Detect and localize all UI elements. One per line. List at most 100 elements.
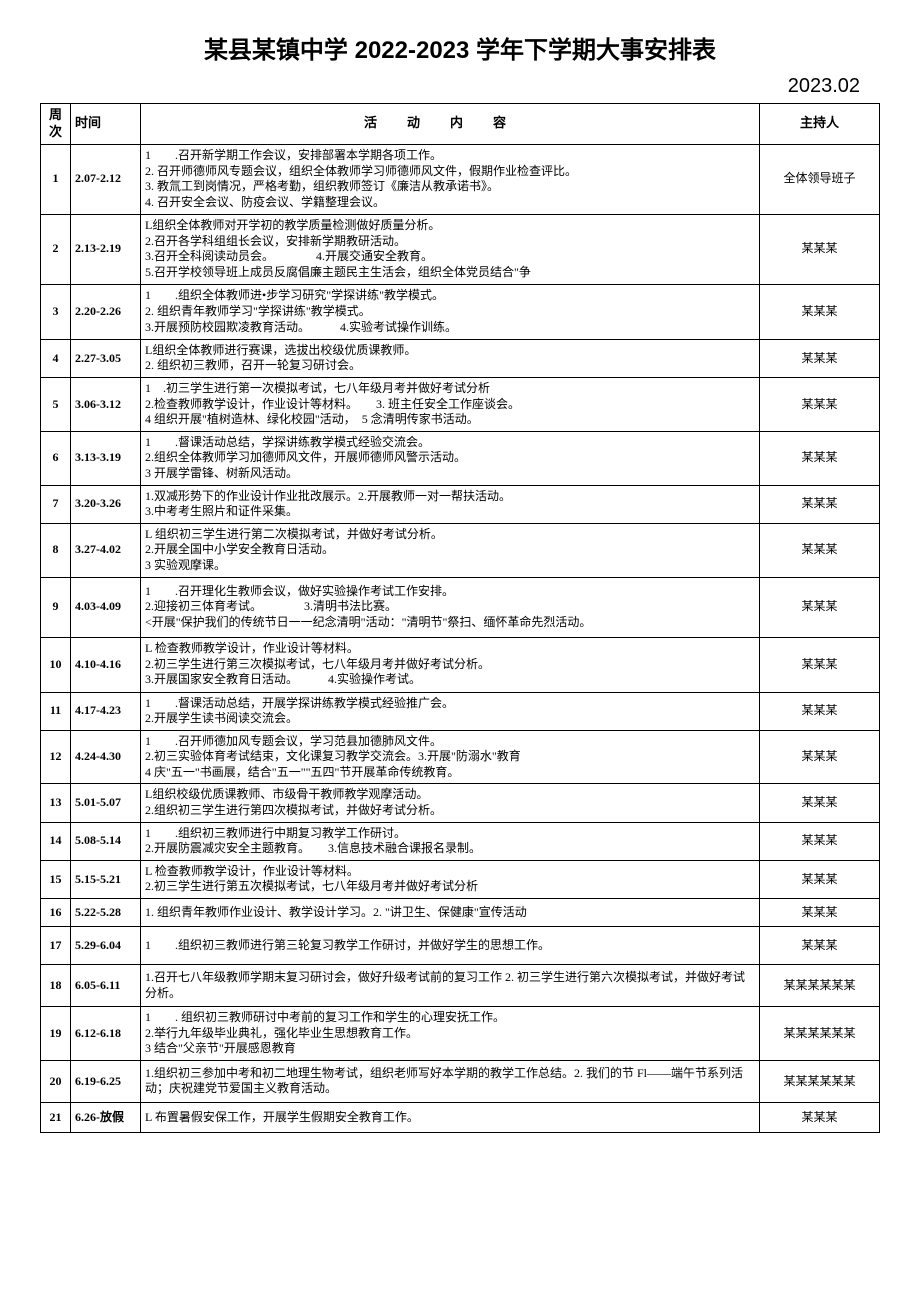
cell-time: 4.24-4.30 <box>71 730 141 784</box>
table-row: 114.17-4.231 .督课活动总结，开展学探讲练教学模式经验推广会。2.开… <box>41 692 880 730</box>
cell-week: 17 <box>41 927 71 965</box>
cell-time: 3.06-3.12 <box>71 377 141 431</box>
cell-content: 1 . 组织初三教师研讨中考前的复习工作和学生的心理安抚工作。2.举行九年级毕业… <box>141 1007 760 1061</box>
cell-host: 某某某 <box>760 485 880 523</box>
cell-host: 某某某某某某 <box>760 965 880 1007</box>
cell-time: 4.10-4.16 <box>71 637 141 692</box>
cell-host: 某某某 <box>760 784 880 822</box>
cell-content: 1 .组织初三教师进行第三轮复习教学工作研讨，并做好学生的思想工作。 <box>141 927 760 965</box>
table-row: 135.01-5.07L组织校级优质课教师、市级骨干教师教学观摩活动。2.组织初… <box>41 784 880 822</box>
cell-week: 19 <box>41 1007 71 1061</box>
header-week: 周次 <box>41 104 71 145</box>
cell-week: 6 <box>41 431 71 485</box>
cell-content: L组织全体教师进行赛课，选拔出校级优质课教师。2. 组织初三教师，召开一轮复习研… <box>141 339 760 377</box>
cell-host: 某某某 <box>760 692 880 730</box>
schedule-table: 周次 时间 活动内容 主持人 12.07-2.121 .召开新学期工作会议，安排… <box>40 103 880 1133</box>
cell-content: 1 .初三学生进行第一次模拟考试，七八年级月考并做好考试分析2.检查教师教学设计… <box>141 377 760 431</box>
cell-time: 4.03-4.09 <box>71 577 141 637</box>
cell-host: 某某某 <box>760 1102 880 1132</box>
document-title: 某县某镇中学 2022-2023 学年下学期大事安排表 <box>40 30 880 65</box>
cell-host: 某某某 <box>760 431 880 485</box>
cell-time: 5.08-5.14 <box>71 822 141 860</box>
cell-content: 1 .召开师德加风专题会议，学习范县加德肺风文件。2.初三实验体育考试结束，文化… <box>141 730 760 784</box>
table-header-row: 周次 时间 活动内容 主持人 <box>41 104 880 145</box>
cell-week: 5 <box>41 377 71 431</box>
cell-host: 某某某 <box>760 730 880 784</box>
table-row: 104.10-4.16L 检查教师教学设计，作业设计等材料。2.初三学生进行第三… <box>41 637 880 692</box>
cell-content: 1.双减形势下的作业设计作业批改展示。2.开展教师一对一帮扶活动。3.中考考生照… <box>141 485 760 523</box>
cell-time: 2.27-3.05 <box>71 339 141 377</box>
cell-time: 3.27-4.02 <box>71 523 141 577</box>
table-row: 53.06-3.121 .初三学生进行第一次模拟考试，七八年级月考并做好考试分析… <box>41 377 880 431</box>
cell-week: 12 <box>41 730 71 784</box>
cell-host: 某某某 <box>760 927 880 965</box>
cell-time: 5.01-5.07 <box>71 784 141 822</box>
cell-week: 16 <box>41 899 71 927</box>
cell-time: 6.26-放假 <box>71 1102 141 1132</box>
cell-week: 8 <box>41 523 71 577</box>
header-activity: 活动内容 <box>141 104 760 145</box>
cell-week: 21 <box>41 1102 71 1132</box>
cell-content: L组织全体教师对开学初的教学质量检测做好质量分析。2.召开各学科组组长会议，安排… <box>141 214 760 284</box>
cell-host: 某某某 <box>760 822 880 860</box>
cell-content: 1 .督课活动总结，学探讲练教学模式经验交流会。2.组织全体教师学习加德师风文件… <box>141 431 760 485</box>
table-row: 42.27-3.05L组织全体教师进行赛课，选拔出校级优质课教师。2. 组织初三… <box>41 339 880 377</box>
header-time: 时间 <box>71 104 141 145</box>
cell-time: 2.20-2.26 <box>71 284 141 339</box>
cell-week: 9 <box>41 577 71 637</box>
cell-host: 某某某某某某 <box>760 1007 880 1061</box>
header-host: 主持人 <box>760 104 880 145</box>
cell-host: 某某某 <box>760 339 880 377</box>
table-row: 63.13-3.191 .督课活动总结，学探讲练教学模式经验交流会。2.组织全体… <box>41 431 880 485</box>
cell-content: 1. 组织青年教师作业设计、教学设计学习。2. "讲卫生、保健康"宣传活动 <box>141 899 760 927</box>
cell-content: 1.召开七八年级教师学期末复习研讨会，做好升级考试前的复习工作 2. 初三学生进… <box>141 965 760 1007</box>
cell-content: 1 .组织全体教师进•步学习研究"学探讲练"教学模式。2. 组织青年教师学习"学… <box>141 284 760 339</box>
cell-time: 5.29-6.04 <box>71 927 141 965</box>
table-row: 155.15-5.21L 检查教师教学设计，作业设计等材料。2.初三学生进行第五… <box>41 860 880 898</box>
cell-time: 6.12-6.18 <box>71 1007 141 1061</box>
cell-week: 18 <box>41 965 71 1007</box>
cell-content: 1 .组织初三教师进行中期复习教学工作研讨。2.开展防震减灾安全主题教育。 3.… <box>141 822 760 860</box>
cell-host: 某某某 <box>760 899 880 927</box>
table-row: 206.19-6.251.组织初三参加中考和初二地理生物考试，组织老师写好本学期… <box>41 1060 880 1102</box>
cell-host: 某某某 <box>760 637 880 692</box>
cell-time: 3.20-3.26 <box>71 485 141 523</box>
cell-host: 某某某 <box>760 284 880 339</box>
cell-host: 某某某 <box>760 377 880 431</box>
table-row: 124.24-4.301 .召开师德加风专题会议，学习范县加德肺风文件。2.初三… <box>41 730 880 784</box>
table-row: 165.22-5.281. 组织青年教师作业设计、教学设计学习。2. "讲卫生、… <box>41 899 880 927</box>
cell-time: 3.13-3.19 <box>71 431 141 485</box>
table-row: 12.07-2.121 .召开新学期工作会议，安排部署本学期各项工作。2. 召开… <box>41 144 880 214</box>
cell-content: L组织校级优质课教师、市级骨干教师教学观摩活动。2.组织初三学生进行第四次模拟考… <box>141 784 760 822</box>
cell-week: 7 <box>41 485 71 523</box>
cell-content: L 检查教师教学设计，作业设计等材料。2.初三学生进行第五次模拟考试，七八年级月… <box>141 860 760 898</box>
cell-content: L 组织初三学生进行第二次模拟考试，并做好考试分析。2.开展全国中小学安全教育日… <box>141 523 760 577</box>
cell-host: 某某某某某某 <box>760 1060 880 1102</box>
cell-content: L 检查教师教学设计，作业设计等材料。2.初三学生进行第三次模拟考试，七八年级月… <box>141 637 760 692</box>
cell-time: 6.05-6.11 <box>71 965 141 1007</box>
table-row: 216.26-放假L 布置暑假安保工作，开展学生假期安全教育工作。某某某 <box>41 1102 880 1132</box>
cell-week: 20 <box>41 1060 71 1102</box>
document-date: 2023.02 <box>40 75 880 98</box>
cell-week: 15 <box>41 860 71 898</box>
cell-content: 1.组织初三参加中考和初二地理生物考试，组织老师写好本学期的教学工作总结。2. … <box>141 1060 760 1102</box>
table-row: 32.20-2.261 .组织全体教师进•步学习研究"学探讲练"教学模式。2. … <box>41 284 880 339</box>
table-row: 83.27-4.02L 组织初三学生进行第二次模拟考试，并做好考试分析。2.开展… <box>41 523 880 577</box>
cell-time: 5.15-5.21 <box>71 860 141 898</box>
cell-time: 5.22-5.28 <box>71 899 141 927</box>
cell-host: 某某某 <box>760 577 880 637</box>
table-row: 145.08-5.141 .组织初三教师进行中期复习教学工作研讨。2.开展防震减… <box>41 822 880 860</box>
table-row: 196.12-6.181 . 组织初三教师研讨中考前的复习工作和学生的心理安抚工… <box>41 1007 880 1061</box>
table-row: 94.03-4.091 .召开理化生教师会议，做好实验操作考试工作安排。2.迎接… <box>41 577 880 637</box>
cell-week: 14 <box>41 822 71 860</box>
cell-week: 2 <box>41 214 71 284</box>
cell-host: 某某某 <box>760 523 880 577</box>
table-row: 186.05-6.111.召开七八年级教师学期末复习研讨会，做好升级考试前的复习… <box>41 965 880 1007</box>
cell-week: 10 <box>41 637 71 692</box>
table-row: 73.20-3.261.双减形势下的作业设计作业批改展示。2.开展教师一对一帮扶… <box>41 485 880 523</box>
table-row: 175.29-6.041 .组织初三教师进行第三轮复习教学工作研讨，并做好学生的… <box>41 927 880 965</box>
cell-content: L 布置暑假安保工作，开展学生假期安全教育工作。 <box>141 1102 760 1132</box>
cell-time: 2.13-2.19 <box>71 214 141 284</box>
cell-content: 1 .召开新学期工作会议，安排部署本学期各项工作。2. 召开师德师风专题会议，组… <box>141 144 760 214</box>
cell-time: 2.07-2.12 <box>71 144 141 214</box>
